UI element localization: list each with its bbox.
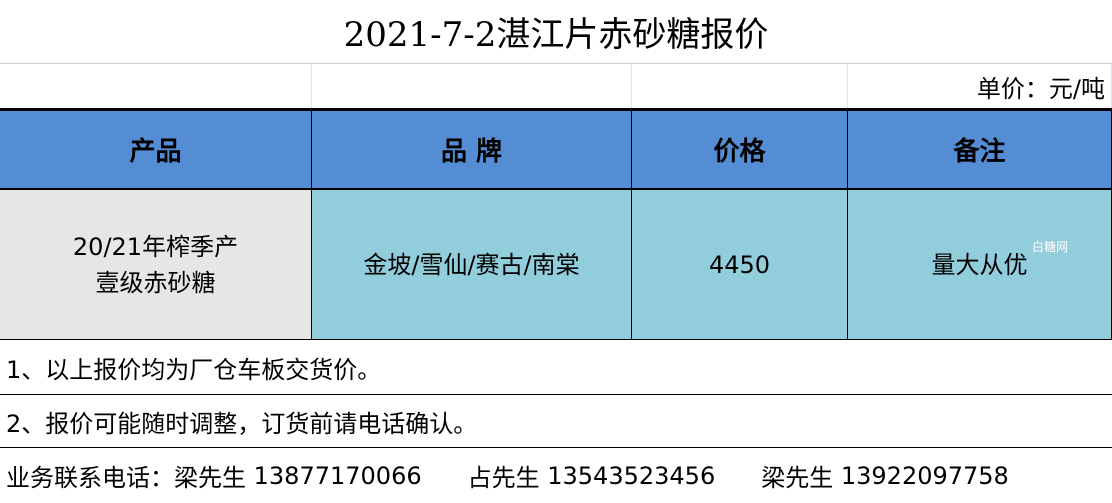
- unit-label: 单价：元/吨: [848, 64, 1112, 108]
- contact-name: 梁先生: [174, 464, 246, 492]
- product-line-1: 20/21年榨季产: [72, 232, 239, 261]
- product-line-2: 壹级赤砂糖: [95, 268, 216, 297]
- contacts-label: 业务联系电话：: [6, 464, 174, 492]
- product-cell: 20/21年榨季产 壹级赤砂糖: [0, 190, 312, 340]
- header-price: 价格: [632, 108, 848, 190]
- note-1: 1、以上报价均为厂仓车板交货价。: [0, 340, 1112, 395]
- watermark: 白糖网: [1032, 240, 1069, 254]
- page-title: 2021-7-2湛江片赤砂糖报价: [0, 0, 1112, 64]
- header-remark: 备注: [848, 108, 1112, 190]
- empty-cell: [312, 64, 632, 108]
- contact-phone: 13877170066: [253, 461, 422, 490]
- brand-cell: 金坡/雪仙/赛古/南棠: [312, 190, 632, 340]
- remark-cell: 量大从优: [848, 190, 1112, 340]
- contact-name: 占先生: [467, 464, 540, 492]
- contacts-row: 业务联系电话： 梁先生 13877170066 占先生 13543523456 …: [0, 448, 1112, 503]
- price-cell: 4450: [632, 190, 848, 340]
- contact-phone: 13543523456: [547, 461, 716, 490]
- header-brand: 品 牌: [312, 108, 632, 190]
- empty-cell: [0, 64, 312, 108]
- contact-name: 梁先生: [761, 464, 834, 492]
- note-2: 2、报价可能随时调整，订货前请电话确认。: [0, 395, 1112, 448]
- empty-cell: [632, 64, 848, 108]
- contact-phone: 13922097758: [840, 461, 1009, 490]
- header-product: 产品: [0, 108, 312, 190]
